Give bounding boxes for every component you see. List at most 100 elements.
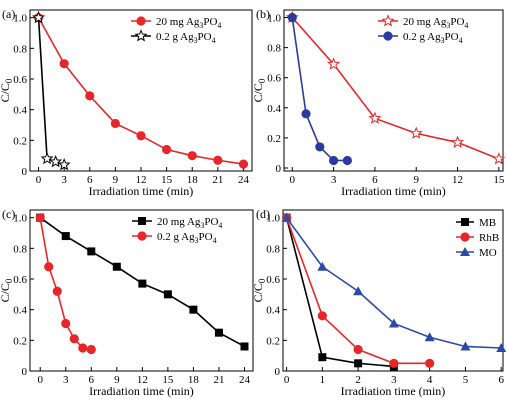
- x-tick-label: 15: [493, 174, 505, 186]
- x-tick-label: 0: [37, 374, 43, 386]
- data-point: [136, 131, 146, 141]
- x-tick-label: 9: [113, 174, 119, 186]
- legend-marker: [134, 29, 148, 42]
- data-point: [317, 261, 328, 271]
- data-point: [240, 342, 249, 351]
- x-tick-label: 1: [320, 374, 326, 386]
- legend-marker: [383, 31, 393, 41]
- data-point: [86, 344, 96, 355]
- x-tick-label: 6: [89, 374, 95, 386]
- x-tick-label: 9: [114, 374, 120, 386]
- data-point: [425, 358, 435, 368]
- data-point: [189, 305, 198, 314]
- x-tick-label: 12: [137, 374, 148, 386]
- chart-panel: (d) 0 1 2 3 4 5 6 0 0.2 0.4 0.6 0.8 1.0 Irradiation ti…: [251, 207, 507, 398]
- x-tick-label: 3: [391, 374, 397, 386]
- x-axis-label: Irradiation time (min): [89, 184, 194, 198]
- data-point: [49, 154, 63, 168]
- y-tick-label: 1.0: [266, 213, 280, 225]
- legend: MB RhB MO: [456, 217, 499, 259]
- y-tick-label: 1.0: [13, 213, 27, 225]
- panel-label: (a): [2, 7, 15, 21]
- data-point: [187, 151, 197, 161]
- x-tick-label: 4: [427, 374, 433, 386]
- x-tick-label: 2: [355, 374, 361, 386]
- plot-frame: [283, 9, 504, 172]
- x-tick-label: 6: [372, 174, 378, 186]
- legend-label: 20 mg Ag3PO4: [157, 216, 222, 230]
- series: [32, 10, 71, 171]
- legend-marker: [381, 14, 395, 27]
- data-point: [342, 155, 352, 166]
- chart-panel: (c) 0 3 6 9 12 15 18 21 24 0 0.2 0.4 0.6 0.8 1.0 Irradia…: [0, 207, 254, 398]
- data-point: [492, 152, 506, 165]
- y-tick-label: 0.2: [266, 335, 280, 347]
- data-point: [287, 12, 297, 23]
- data-point: [110, 118, 120, 129]
- x-tick-label: 24: [239, 374, 251, 386]
- y-tick-label: 0.6: [267, 73, 281, 85]
- x-tick-label: 24: [238, 174, 250, 186]
- legend-marker: [137, 231, 147, 241]
- y-tick-label: 0.4: [267, 103, 281, 115]
- y-tick-label: 0.2: [13, 335, 27, 347]
- data-point: [328, 155, 339, 166]
- y-tick-label: 0.4: [13, 105, 27, 117]
- legend-marker: [460, 247, 470, 256]
- data-point: [59, 59, 69, 69]
- series-line: [291, 17, 348, 162]
- data-point: [61, 232, 70, 241]
- data-point: [318, 353, 327, 362]
- data-point: [32, 10, 46, 24]
- x-tick-label: 18: [187, 174, 199, 186]
- y-tick-label: 0: [275, 366, 281, 378]
- x-tick-label: 6: [498, 374, 504, 386]
- legend-label: MB: [479, 217, 496, 229]
- series: [35, 213, 96, 355]
- y-tick-label: 0.6: [266, 274, 280, 286]
- x-tick-label: 5: [463, 374, 469, 386]
- x-axis-label: Irradiation time (min): [89, 384, 194, 398]
- data-point: [78, 343, 88, 353]
- y-tick-label: 0: [22, 366, 28, 378]
- x-axis-label: Irradiation time (min): [341, 184, 446, 198]
- data-point: [162, 144, 172, 155]
- data-point: [61, 318, 71, 329]
- y-axis-label: C/C0: [251, 78, 267, 102]
- panel-label: (c): [2, 207, 15, 221]
- data-point: [315, 142, 325, 152]
- series: [287, 12, 352, 166]
- data-point: [424, 332, 435, 342]
- x-tick-label: 21: [212, 174, 223, 186]
- x-tick-label: 12: [452, 174, 463, 186]
- x-tick-label: 6: [87, 174, 93, 186]
- y-tick-label: 0.8: [267, 43, 281, 55]
- y-axis-label: C/C0: [0, 78, 14, 102]
- y-tick-label: 0.6: [13, 274, 27, 286]
- data-point: [238, 159, 249, 169]
- y-axis-label: C/C0: [0, 278, 14, 302]
- data-point: [317, 311, 327, 321]
- x-tick-label: 0: [290, 174, 296, 186]
- data-point: [52, 286, 62, 296]
- y-tick-label: 0.4: [13, 305, 27, 317]
- legend-marker: [460, 232, 470, 242]
- y-tick-label: 0.8: [266, 243, 280, 255]
- data-point: [460, 341, 471, 351]
- data-point: [368, 111, 382, 124]
- y-tick-label: 0.2: [267, 133, 281, 145]
- chart-panel: (b) 0 3 6 9 12 15 0 0.2 0.4 0.6 0.8 1.0 Irradiation t…: [251, 7, 506, 198]
- data-point: [138, 279, 147, 288]
- y-tick-label: 0: [276, 163, 282, 175]
- series: [281, 212, 507, 352]
- legend-label: 0.2 g Ag3PO4: [156, 31, 216, 45]
- y-tick-label: 0.6: [13, 74, 27, 86]
- x-tick-label: 3: [331, 174, 337, 186]
- data-point: [496, 343, 507, 352]
- x-tick-label: 0: [284, 374, 290, 386]
- y-axis-label: C/C0: [251, 278, 267, 302]
- x-tick-label: 15: [161, 174, 173, 186]
- data-point: [40, 151, 54, 165]
- x-tick-label: 0: [36, 174, 42, 186]
